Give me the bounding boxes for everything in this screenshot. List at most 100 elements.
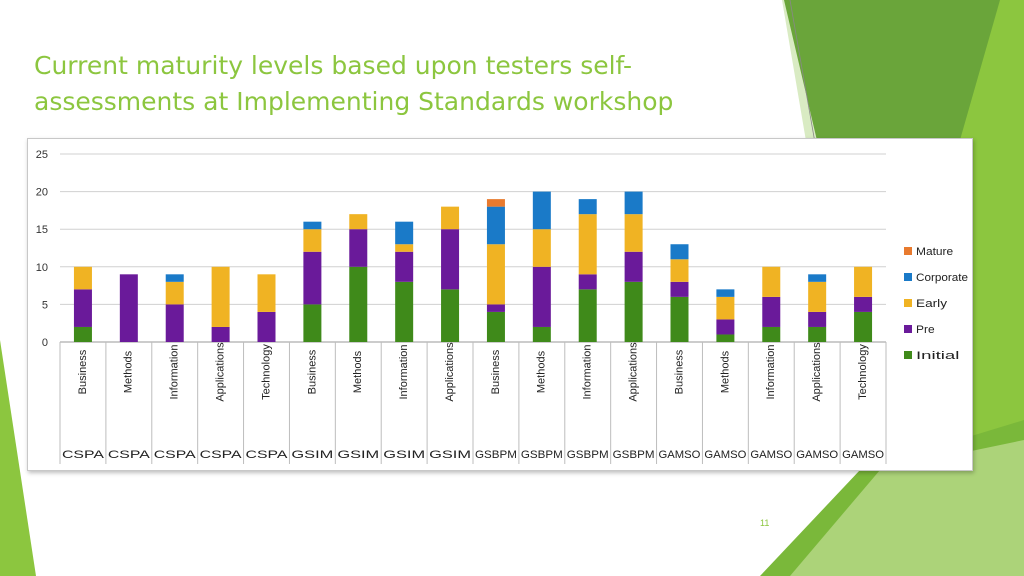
- bar-segment-initial: [578, 289, 597, 342]
- category-label: Business: [77, 349, 89, 394]
- category-label: Applications: [444, 342, 456, 402]
- bar-segment-initial: [808, 326, 827, 342]
- group-label: CSPA: [62, 449, 105, 461]
- group-label: GSIM: [291, 449, 333, 461]
- group-label: GAMSO: [750, 449, 792, 461]
- bar-segment-corporate: [395, 221, 414, 245]
- bar-segment-corporate: [670, 244, 689, 260]
- bar-segment-pre: [578, 274, 597, 290]
- bar-segment-early: [532, 229, 551, 267]
- bar-segment-pre: [441, 229, 460, 290]
- bar-segment-pre: [165, 304, 184, 342]
- legend-label-pre: Pre: [916, 324, 935, 336]
- bar-segment-initial: [73, 326, 92, 342]
- bar-segment-early: [854, 266, 873, 297]
- bar-segment-pre: [303, 251, 322, 305]
- bar-segment-early: [349, 214, 368, 230]
- group-label: GSIM: [337, 449, 379, 461]
- legend-label-initial: Initial: [916, 350, 959, 362]
- y-tick-label: 10: [36, 262, 48, 274]
- group-label: GSBPM: [613, 449, 655, 461]
- legend-swatch-initial: [904, 351, 912, 359]
- bar-segment-initial: [349, 266, 368, 342]
- decor-shape-bottom-right-pale: [790, 440, 1024, 576]
- category-label: Business: [306, 349, 318, 394]
- bar-segment-pre: [73, 289, 92, 327]
- bar-segment-early: [303, 229, 322, 252]
- group-label: GSBPM: [567, 449, 609, 461]
- y-tick-label: 20: [36, 187, 48, 199]
- bar-segment-corporate: [578, 199, 597, 215]
- bar-segment-mature: [486, 199, 505, 207]
- category-label: Applications: [811, 342, 823, 402]
- bar-segment-pre: [532, 266, 551, 327]
- y-tick-label: 0: [42, 337, 48, 349]
- category-label: Applications: [215, 342, 227, 402]
- category-label: Methods: [719, 350, 731, 393]
- category-label: Business: [490, 349, 502, 394]
- legend-swatch-mature: [904, 247, 912, 255]
- bar-segment-pre: [624, 251, 643, 282]
- group-label: CSPA: [108, 449, 151, 461]
- bar-segment-early: [578, 214, 597, 275]
- bar-segment-initial: [670, 296, 689, 342]
- slide-title: Current maturity levels based upon teste…: [34, 51, 674, 116]
- bar-segment-early: [257, 274, 276, 312]
- category-label: Information: [169, 344, 181, 399]
- bar-segment-early: [670, 259, 689, 282]
- bar-segment-initial: [303, 304, 322, 342]
- bar-segment-pre: [211, 326, 230, 342]
- legend-label-corporate: Corporate: [916, 272, 968, 284]
- bar-segment-corporate: [808, 274, 827, 282]
- legend-swatch-early: [904, 299, 912, 307]
- group-label: CSPA: [200, 449, 243, 461]
- decor-shape-bottom-left: [0, 340, 36, 576]
- bar-segment-corporate: [303, 221, 322, 230]
- category-label: Technology: [857, 344, 869, 400]
- y-tick-label: 5: [42, 299, 48, 311]
- bar-segment-pre: [119, 274, 138, 342]
- stacked-bar-chart: 0 5 10 15 20 25 Business CSPA Methods CSPA Informa…: [36, 149, 968, 464]
- bar-segment-early: [165, 281, 184, 305]
- group-label: GAMSO: [796, 449, 838, 461]
- category-label: Applications: [628, 342, 640, 402]
- category-label: Technology: [260, 344, 272, 400]
- bar-segment-pre: [349, 229, 368, 267]
- legend-swatch-pre: [904, 325, 912, 333]
- bar-segment-pre: [762, 296, 781, 327]
- category-label: Business: [673, 349, 685, 394]
- bar-segment-corporate: [486, 206, 505, 245]
- bar-segment-initial: [441, 289, 460, 342]
- category-label: Methods: [536, 350, 548, 393]
- page-number: 11: [760, 518, 770, 528]
- bar-segment-early: [73, 266, 92, 290]
- bar-segment-initial: [532, 326, 551, 342]
- category-label: Methods: [352, 350, 364, 393]
- bar-segment-corporate: [165, 274, 184, 282]
- category-label: Information: [582, 344, 594, 399]
- bar-segment-initial: [624, 281, 643, 342]
- y-tick-label: 15: [36, 224, 48, 236]
- category-label: Information: [398, 344, 410, 399]
- group-label: GAMSO: [842, 449, 884, 461]
- bar-segment-pre: [854, 296, 873, 312]
- bar-segment-early: [441, 206, 460, 230]
- group-label: CSPA: [246, 449, 289, 461]
- bar-segment-pre: [716, 319, 735, 335]
- bar-segment-initial: [854, 311, 873, 342]
- bar-segment-early: [395, 244, 414, 252]
- group-label: GAMSO: [704, 449, 746, 461]
- bar-segment-initial: [395, 281, 414, 342]
- y-tick-label: 25: [36, 149, 48, 161]
- group-label: GSIM: [429, 449, 471, 461]
- legend-label-early: Early: [916, 298, 948, 310]
- category-label: Information: [765, 344, 777, 399]
- group-label: GAMSO: [659, 449, 701, 461]
- bar-segment-pre: [670, 281, 689, 297]
- bar-segment-pre: [395, 251, 414, 282]
- bar-segment-corporate: [624, 191, 643, 215]
- group-label: GSBPM: [475, 449, 517, 461]
- bar-segment-early: [716, 296, 735, 320]
- bar-segment-initial: [716, 334, 735, 342]
- bar-segment-initial: [486, 311, 505, 342]
